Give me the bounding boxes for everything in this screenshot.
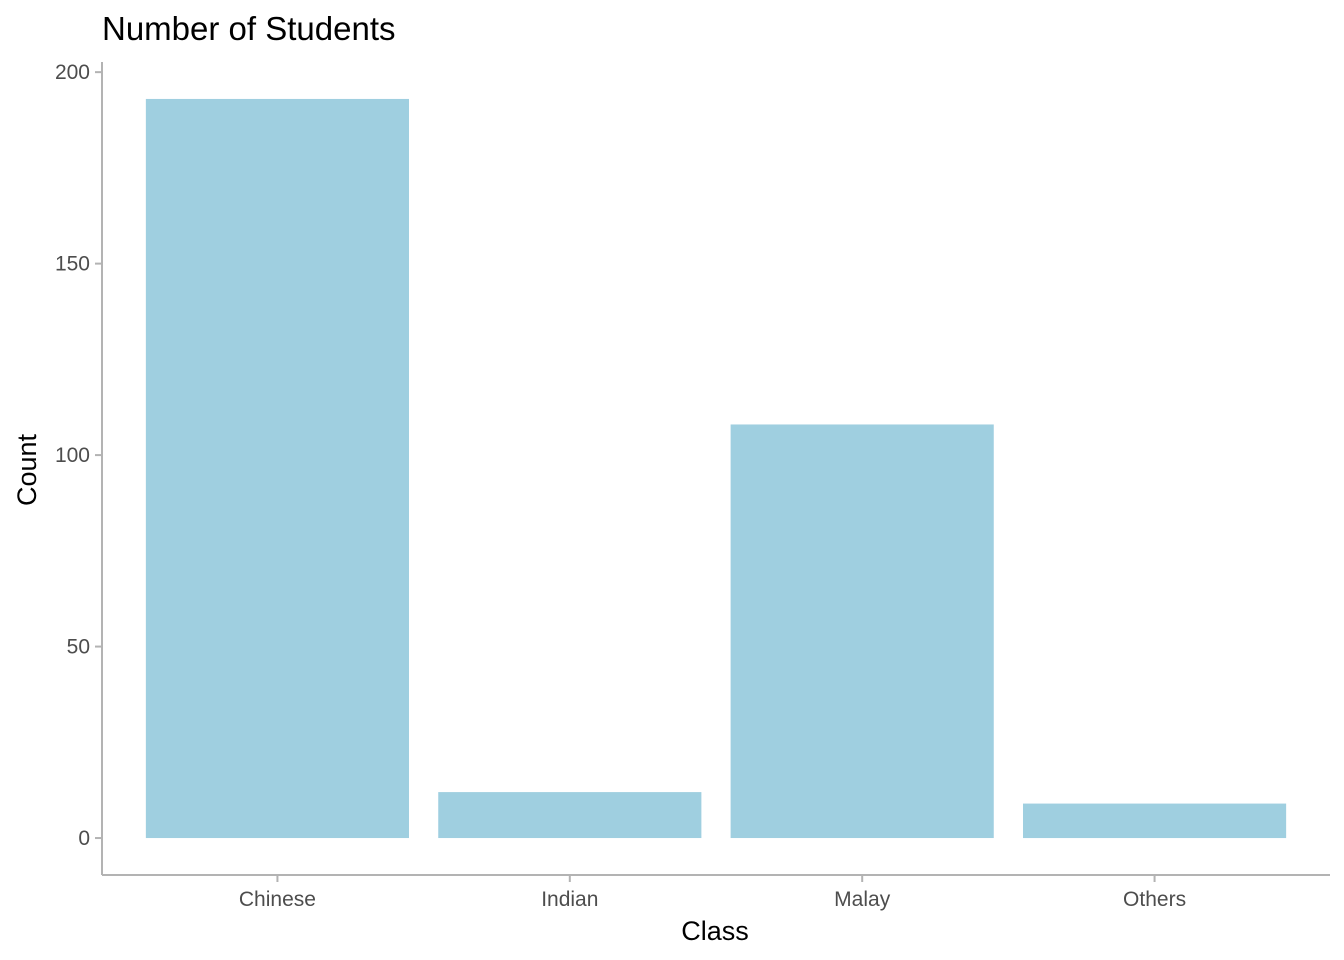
y-tick-label: 200 (55, 61, 90, 84)
bar-indian (438, 792, 702, 839)
y-tick-label: 150 (55, 253, 90, 276)
x-tick-label: Others (1123, 888, 1186, 911)
x-tick-label: Malay (834, 888, 891, 911)
x-ticks-layer: Chinese Indian Malay Others (239, 875, 1186, 911)
y-ticks-layer: 0 50 100 150 200 (55, 61, 102, 850)
y-tick-label: 50 (67, 636, 90, 659)
y-tick-label: 100 (55, 444, 90, 467)
y-axis-title: Count (12, 433, 42, 506)
bar-others (1023, 803, 1287, 839)
chart-title: Number of Students (102, 10, 396, 47)
x-axis-title: Class (681, 916, 749, 946)
x-tick-label: Chinese (239, 888, 316, 911)
y-tick-label: 0 (78, 827, 90, 850)
x-tick-label: Indian (541, 888, 598, 911)
bars-layer (145, 98, 1287, 839)
bar-chinese (145, 98, 410, 839)
axes-layer (101, 62, 1330, 876)
bar-malay (730, 424, 994, 839)
